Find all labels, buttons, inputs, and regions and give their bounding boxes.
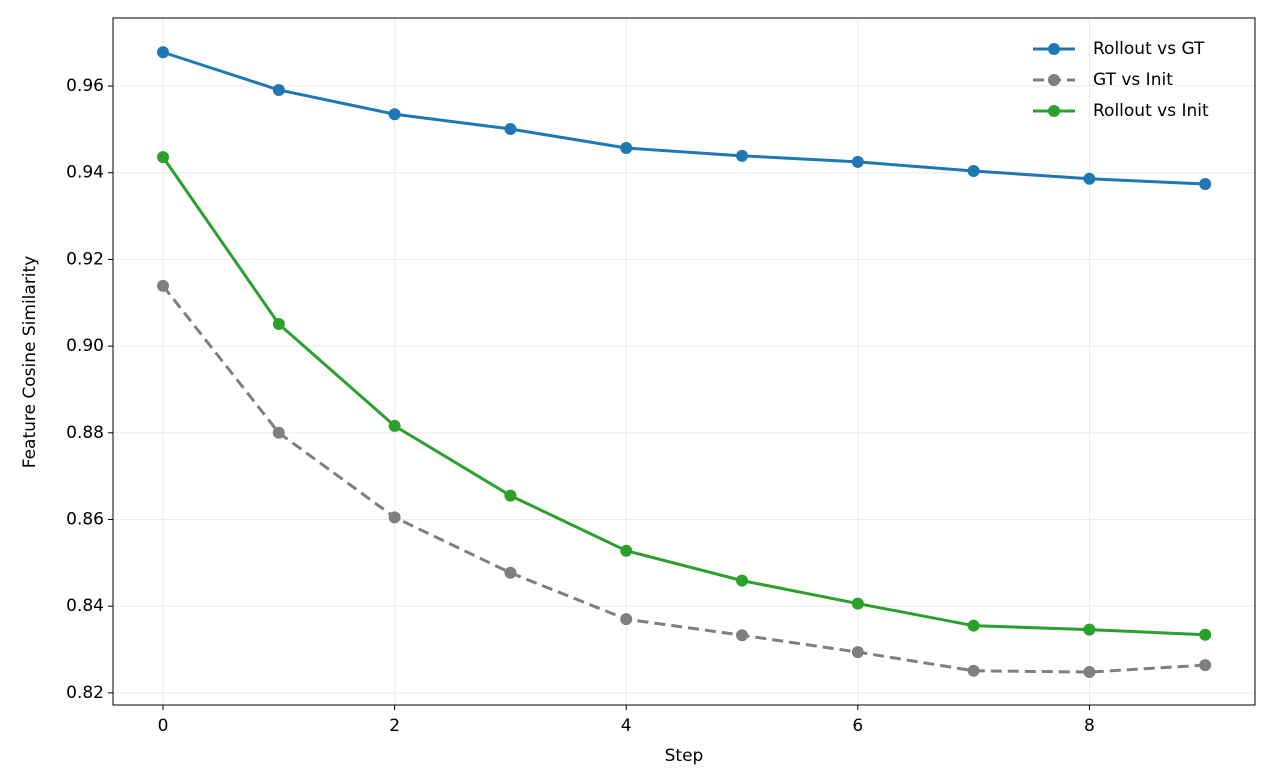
x-tick-label: 2 xyxy=(389,716,400,736)
point xyxy=(851,155,864,168)
point xyxy=(1199,178,1212,191)
point xyxy=(620,544,633,557)
point xyxy=(388,419,401,432)
y-tick-label: 0.86 xyxy=(66,509,104,529)
x-tick-label: 6 xyxy=(852,716,863,736)
point xyxy=(157,46,170,59)
point xyxy=(967,619,980,632)
x-axis-label: Step xyxy=(665,746,704,766)
plot-frame xyxy=(112,17,1256,706)
x-tick-label: 0 xyxy=(158,716,169,736)
point xyxy=(388,108,401,121)
y-tick-label: 0.96 xyxy=(66,76,104,96)
y-axis-label: Feature Cosine Similarity xyxy=(20,256,40,469)
y-tick-label: 0.94 xyxy=(66,163,104,183)
point xyxy=(620,613,633,626)
point xyxy=(272,318,285,331)
legend-marker xyxy=(1048,105,1060,117)
point xyxy=(967,165,980,178)
point xyxy=(620,142,633,155)
point xyxy=(1199,628,1212,641)
y-tick-label: 0.84 xyxy=(66,596,104,616)
series-line xyxy=(162,50,1206,186)
point xyxy=(851,597,864,610)
point xyxy=(736,629,749,642)
point xyxy=(736,149,749,162)
point xyxy=(851,646,864,659)
point xyxy=(967,664,980,677)
point xyxy=(272,83,285,96)
point xyxy=(736,574,749,587)
legend-marker xyxy=(1048,43,1060,55)
y-tick-label: 0.90 xyxy=(66,336,104,356)
point xyxy=(1083,666,1096,679)
y-tick-label: 0.82 xyxy=(66,683,104,703)
legend-label: GT vs Init xyxy=(1093,70,1173,90)
point xyxy=(504,122,517,135)
point xyxy=(504,566,517,579)
legend-label: Rollout vs Init xyxy=(1093,101,1209,121)
point xyxy=(157,151,170,164)
point xyxy=(1199,659,1212,672)
y-tick-label: 0.92 xyxy=(66,249,104,269)
point xyxy=(504,489,517,502)
point xyxy=(157,279,170,292)
series-line xyxy=(161,284,1206,674)
x-tick-label: 4 xyxy=(621,716,632,736)
point xyxy=(272,426,285,439)
point xyxy=(1083,623,1096,636)
x-tick-label: 8 xyxy=(1084,716,1095,736)
point xyxy=(1083,172,1096,185)
point xyxy=(388,511,401,524)
series-line xyxy=(161,156,1206,637)
legend-marker xyxy=(1048,74,1060,86)
legend-label: Rollout vs GT xyxy=(1093,39,1205,59)
y-tick-label: 0.88 xyxy=(66,423,104,443)
